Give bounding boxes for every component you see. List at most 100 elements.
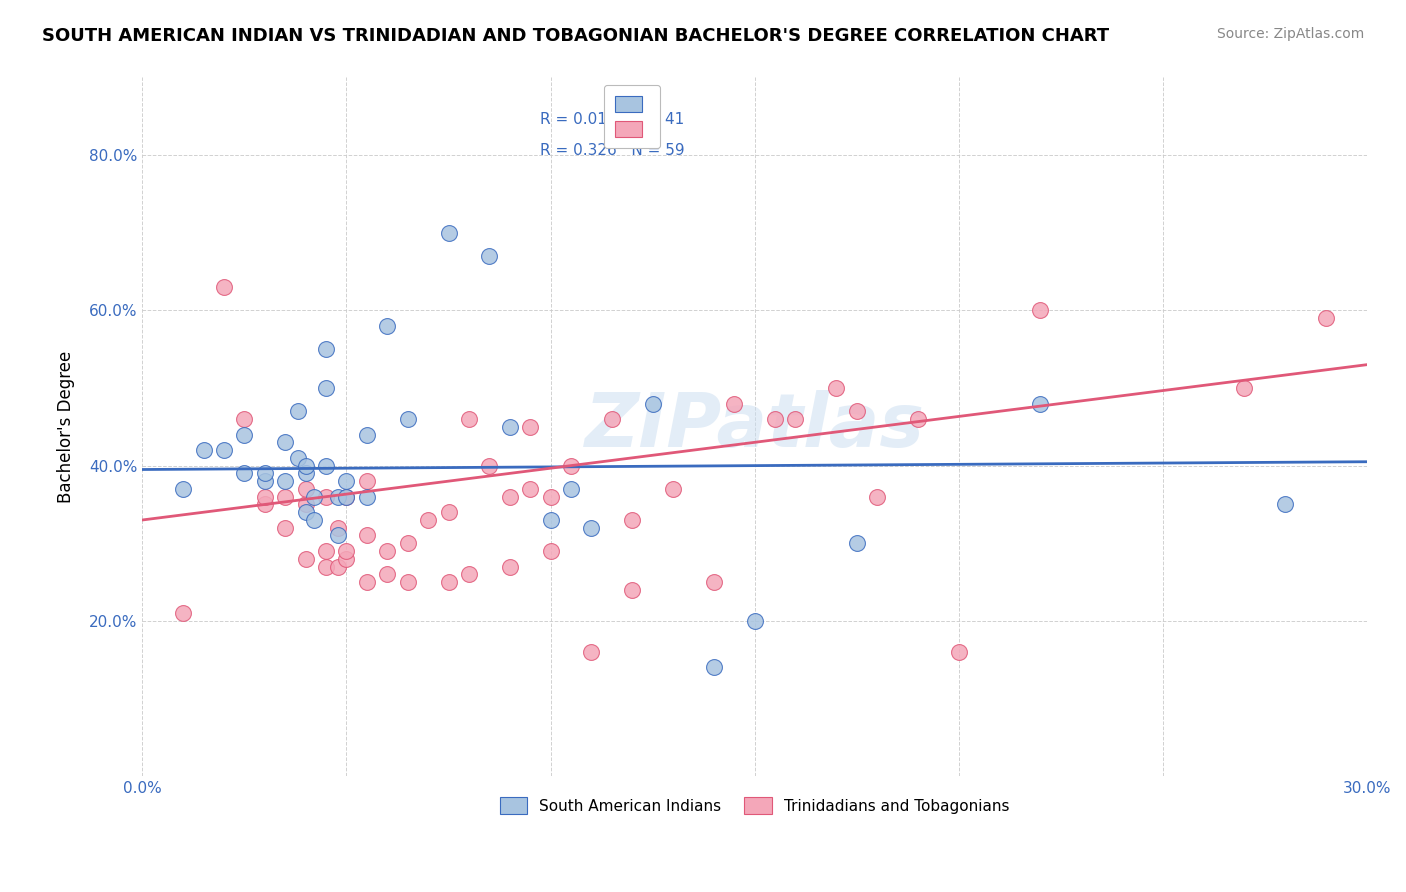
Point	[233, 412, 256, 426]
Point	[519, 482, 541, 496]
Point	[335, 490, 357, 504]
Point	[328, 490, 350, 504]
Point	[253, 490, 276, 504]
Point	[274, 521, 297, 535]
Point	[499, 490, 522, 504]
Point	[458, 567, 481, 582]
Point	[763, 412, 786, 426]
Point	[233, 467, 256, 481]
Point	[703, 575, 725, 590]
Point	[274, 474, 297, 488]
Point	[825, 381, 848, 395]
Point	[1233, 381, 1256, 395]
Point	[458, 412, 481, 426]
Point	[744, 614, 766, 628]
Point	[328, 559, 350, 574]
Point	[478, 458, 501, 473]
Point	[396, 536, 419, 550]
Point	[356, 490, 378, 504]
Point	[845, 536, 868, 550]
Point	[845, 404, 868, 418]
Point	[662, 482, 685, 496]
Point	[1029, 303, 1052, 318]
Point	[703, 660, 725, 674]
Point	[396, 412, 419, 426]
Point	[907, 412, 929, 426]
Point	[396, 575, 419, 590]
Point	[1029, 396, 1052, 410]
Point	[581, 521, 603, 535]
Y-axis label: Bachelor's Degree: Bachelor's Degree	[58, 351, 75, 503]
Point	[1315, 311, 1337, 326]
Point	[560, 458, 582, 473]
Text: R = 0.326   N = 59: R = 0.326 N = 59	[540, 144, 685, 158]
Point	[437, 226, 460, 240]
Point	[356, 474, 378, 488]
Point	[212, 443, 235, 458]
Point	[172, 606, 194, 620]
Point	[437, 505, 460, 519]
Point	[294, 551, 316, 566]
Point	[478, 249, 501, 263]
Point	[315, 458, 337, 473]
Point	[416, 513, 439, 527]
Point	[287, 404, 309, 418]
Point	[172, 482, 194, 496]
Point	[375, 567, 398, 582]
Point	[274, 490, 297, 504]
Point	[294, 498, 316, 512]
Point	[294, 482, 316, 496]
Point	[315, 342, 337, 356]
Point	[274, 435, 297, 450]
Point	[253, 498, 276, 512]
Text: R = 0.010   N = 41: R = 0.010 N = 41	[540, 112, 685, 127]
Text: ZIPatlas: ZIPatlas	[585, 391, 925, 463]
Point	[315, 381, 337, 395]
Point	[302, 490, 325, 504]
Point	[356, 427, 378, 442]
Point	[328, 521, 350, 535]
Point	[437, 575, 460, 590]
Text: SOUTH AMERICAN INDIAN VS TRINIDADIAN AND TOBAGONIAN BACHELOR'S DEGREE CORRELATIO: SOUTH AMERICAN INDIAN VS TRINIDADIAN AND…	[42, 27, 1109, 45]
Point	[302, 513, 325, 527]
Point	[356, 575, 378, 590]
Point	[600, 412, 623, 426]
Point	[723, 396, 745, 410]
Point	[375, 318, 398, 333]
Point	[315, 544, 337, 558]
Legend: South American Indians, Trinidadians and Tobagonians: South American Indians, Trinidadians and…	[489, 787, 1021, 824]
Point	[253, 474, 276, 488]
Point	[356, 528, 378, 542]
Point	[335, 490, 357, 504]
Point	[335, 551, 357, 566]
Point	[540, 490, 562, 504]
Point	[581, 645, 603, 659]
Point	[1274, 498, 1296, 512]
Point	[785, 412, 807, 426]
Point	[499, 419, 522, 434]
Point	[294, 458, 316, 473]
Text: Source: ZipAtlas.com: Source: ZipAtlas.com	[1216, 27, 1364, 41]
Point	[948, 645, 970, 659]
Point	[335, 474, 357, 488]
Point	[519, 419, 541, 434]
Point	[621, 513, 644, 527]
Point	[641, 396, 664, 410]
Point	[375, 544, 398, 558]
Point	[294, 505, 316, 519]
Point	[212, 280, 235, 294]
Point	[540, 544, 562, 558]
Point	[294, 467, 316, 481]
Point	[193, 443, 215, 458]
Point	[540, 513, 562, 527]
Point	[233, 427, 256, 442]
Point	[621, 582, 644, 597]
Point	[499, 559, 522, 574]
Point	[253, 467, 276, 481]
Point	[560, 482, 582, 496]
Point	[315, 559, 337, 574]
Point	[315, 490, 337, 504]
Point	[866, 490, 889, 504]
Point	[335, 544, 357, 558]
Point	[287, 450, 309, 465]
